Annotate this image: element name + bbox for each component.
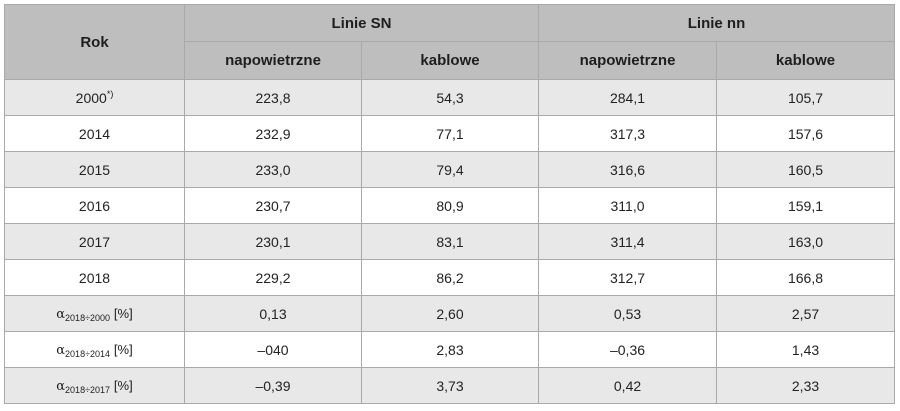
sn-napowietrzne-cell: 229,2 — [184, 259, 362, 296]
alpha-label-cell: α2018÷2017 [%] — [4, 367, 185, 404]
year-value: 2000 — [75, 89, 107, 106]
header-nn-kablowe: kablowe — [716, 41, 896, 80]
sn-kablowe-cell: 86,2 — [360, 259, 540, 296]
table-row: 2015 233,0 79,4 316,6 160,5 — [4, 151, 896, 188]
nn-napowietrzne-cell: 312,7 — [538, 259, 718, 296]
sn-kablowe-cell: 2,60 — [360, 295, 540, 332]
sn-kablowe-cell: 83,1 — [360, 223, 540, 260]
alpha-symbol: α — [56, 379, 66, 394]
table-header: Rok Linie SN Linie nn napowietrzne kablo… — [4, 4, 896, 80]
year-cell: 2016 — [4, 187, 185, 224]
sn-napowietrzne-cell: 230,1 — [184, 223, 362, 260]
sn-napowietrzne-cell: 232,9 — [184, 115, 362, 152]
sn-napowietrzne-cell: 233,0 — [184, 151, 362, 188]
table-container: Rok Linie SN Linie nn napowietrzne kablo… — [4, 4, 896, 407]
nn-napowietrzne-cell: 311,0 — [538, 187, 718, 224]
alpha-symbol: α — [56, 307, 66, 322]
sn-napowietrzne-cell: –040 — [184, 331, 362, 368]
alpha-unit: [%] — [113, 378, 133, 393]
year-cell: 2018 — [4, 259, 185, 296]
sn-kablowe-cell: 77,1 — [360, 115, 540, 152]
alpha-subscript: 2018÷2017 — [65, 385, 111, 395]
alpha-subscript: 2018÷2000 — [65, 313, 111, 323]
sn-kablowe-cell: 54,3 — [360, 79, 540, 116]
sn-kablowe-cell: 80,9 — [360, 187, 540, 224]
table-row: 2018 229,2 86,2 312,7 166,8 — [4, 259, 896, 296]
table-row: α2018÷2014 [%] –040 2,83 –0,36 1,43 — [4, 331, 896, 368]
nn-kablowe-cell: 105,7 — [716, 79, 896, 116]
table-row: 2016 230,7 80,9 311,0 159,1 — [4, 187, 896, 224]
nn-napowietrzne-cell: 0,42 — [538, 367, 718, 404]
nn-kablowe-cell: 166,8 — [716, 259, 896, 296]
sn-kablowe-cell: 79,4 — [360, 151, 540, 188]
table-row: 2017 230,1 83,1 311,4 163,0 — [4, 223, 896, 260]
table-row: α2018÷2017 [%] –0,39 3,73 0,42 2,33 — [4, 367, 896, 404]
nn-napowietrzne-cell: 0,53 — [538, 295, 718, 332]
alpha-label-cell: α2018÷2014 [%] — [4, 331, 185, 368]
nn-napowietrzne-cell: 317,3 — [538, 115, 718, 152]
header-sn-kablowe: kablowe — [360, 41, 540, 80]
nn-kablowe-cell: 2,33 — [716, 367, 896, 404]
sn-kablowe-cell: 3,73 — [360, 367, 540, 404]
alpha-unit: [%] — [113, 306, 133, 321]
year-cell: 2015 — [4, 151, 185, 188]
nn-kablowe-cell: 163,0 — [716, 223, 896, 260]
nn-napowietrzne-cell: –0,36 — [538, 331, 718, 368]
nn-napowietrzne-cell: 311,4 — [538, 223, 718, 260]
nn-napowietrzne-cell: 316,6 — [538, 151, 718, 188]
alpha-subscript: 2018÷2014 — [65, 349, 111, 359]
nn-kablowe-cell: 1,43 — [716, 331, 896, 368]
header-nn-napowietrzne: napowietrzne — [538, 41, 718, 80]
nn-kablowe-cell: 157,6 — [716, 115, 896, 152]
alpha-label-cell: α2018÷2000 [%] — [4, 295, 185, 332]
year-cell: 2000*) — [4, 79, 185, 116]
alpha-unit: [%] — [113, 342, 133, 357]
sn-napowietrzne-cell: –0,39 — [184, 367, 362, 404]
sn-napowietrzne-cell: 230,7 — [184, 187, 362, 224]
table-row: 2014 232,9 77,1 317,3 157,6 — [4, 115, 896, 152]
table-body: 2000*) 223,8 54,3 284,1 105,7 2014 232,9… — [4, 79, 896, 404]
table-row: α2018÷2000 [%] 0,13 2,60 0,53 2,57 — [4, 295, 896, 332]
nn-kablowe-cell: 2,57 — [716, 295, 896, 332]
nn-kablowe-cell: 159,1 — [716, 187, 896, 224]
footnote-marker: *) — [106, 88, 114, 99]
nn-napowietrzne-cell: 284,1 — [538, 79, 718, 116]
header-group-linie-nn: Linie nn — [538, 4, 896, 42]
table-row: 2000*) 223,8 54,3 284,1 105,7 — [4, 79, 896, 116]
header-group-linie-sn: Linie SN — [183, 4, 540, 42]
alpha-symbol: α — [56, 343, 66, 358]
header-sn-napowietrzne: napowietrzne — [184, 41, 362, 80]
sn-napowietrzne-cell: 223,8 — [184, 79, 362, 116]
data-table: Rok Linie SN Linie nn napowietrzne kablo… — [4, 4, 896, 404]
year-cell: 2014 — [4, 115, 185, 152]
nn-kablowe-cell: 160,5 — [716, 151, 896, 188]
year-cell: 2017 — [4, 223, 185, 260]
sn-napowietrzne-cell: 0,13 — [184, 295, 362, 332]
sn-kablowe-cell: 2,83 — [360, 331, 540, 368]
header-rok: Rok — [4, 4, 185, 80]
